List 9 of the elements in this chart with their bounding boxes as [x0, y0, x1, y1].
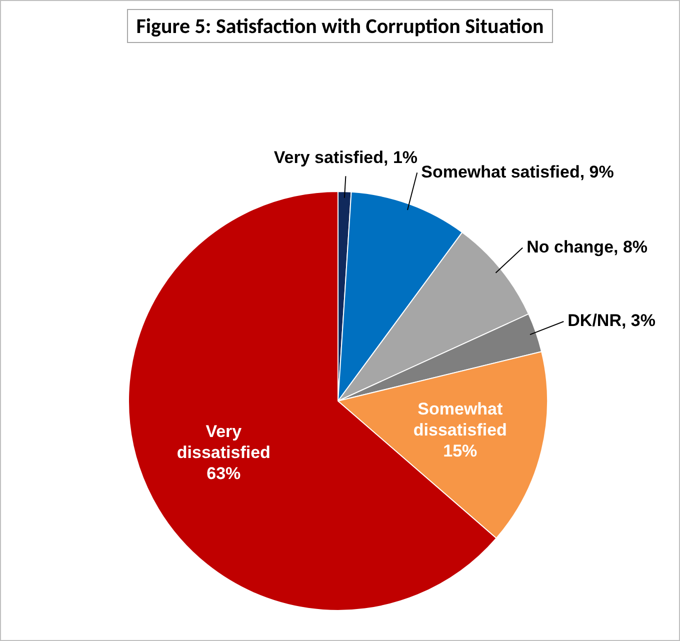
chart-title: Figure 5: Satisfaction with Corruption Situation [127, 9, 553, 43]
slice-label: Very satisfied, 1% [274, 148, 418, 167]
slice-label: Very dissatisfied [176, 422, 270, 462]
slice-label: No change, 8% [526, 237, 648, 256]
data-label: 63% [206, 464, 241, 483]
slice-label: DK/NR, 3% [568, 311, 656, 330]
slice-label: Somewhat dissatisfied [413, 399, 507, 440]
slice-label: Somewhat satisfied, 9% [421, 162, 614, 182]
data-label: 15% [443, 441, 478, 460]
